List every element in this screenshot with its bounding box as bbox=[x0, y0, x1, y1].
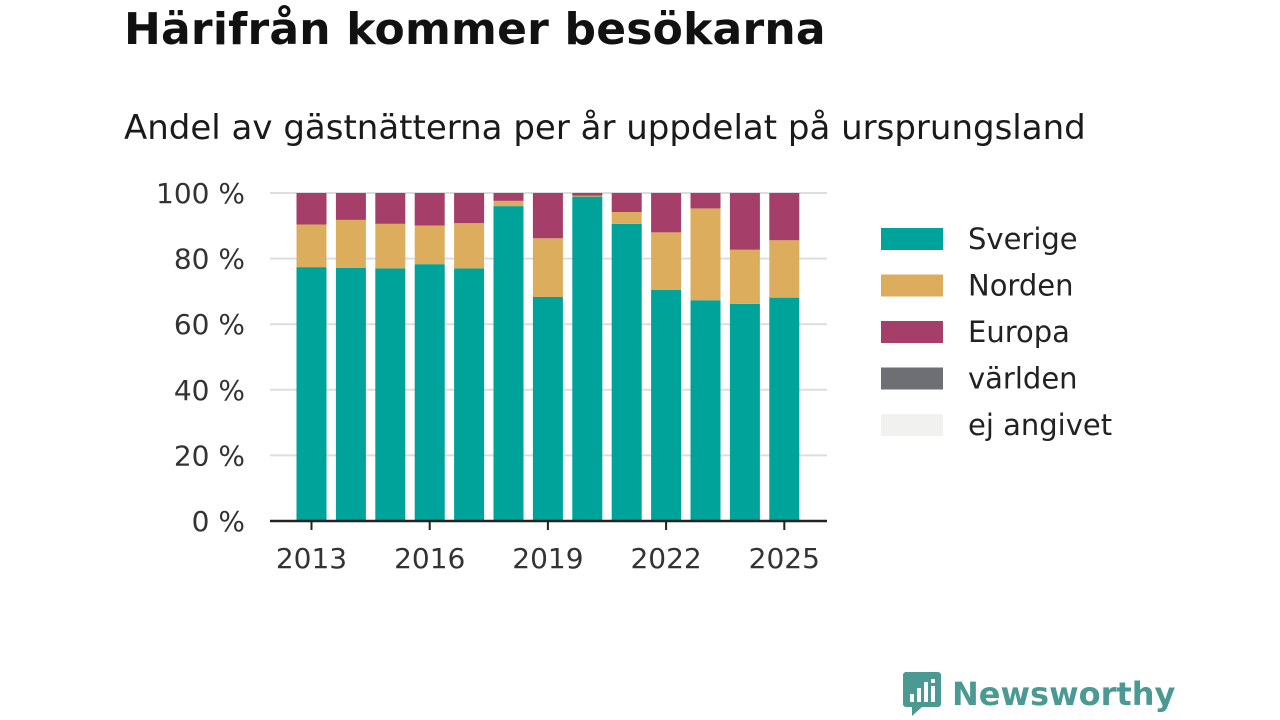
y-tick-label: 60 % bbox=[174, 308, 245, 341]
y-tick-label: 40 % bbox=[174, 374, 245, 407]
bar-segment bbox=[296, 267, 327, 521]
bar-segment bbox=[729, 249, 760, 304]
y-tick-label: 80 % bbox=[174, 243, 245, 276]
newsworthy-brand: Newsworthy bbox=[902, 670, 1175, 718]
axes: 0 % 20 % 40 % 60 % 80 % 100 % 2013 2016 2019 2022… bbox=[156, 177, 827, 575]
x-tick-label: 2013 bbox=[276, 542, 347, 575]
bar-segment bbox=[493, 193, 524, 201]
bar-segment bbox=[572, 195, 603, 197]
bar-segment bbox=[414, 225, 445, 265]
bar-segment bbox=[532, 238, 563, 297]
bar-segment bbox=[454, 193, 485, 224]
bar-segment bbox=[335, 219, 366, 268]
legend-label: Norden bbox=[968, 269, 1073, 303]
bar-segment bbox=[335, 267, 366, 521]
bars bbox=[296, 193, 800, 521]
legend-label: världen bbox=[968, 362, 1078, 396]
bar-segment bbox=[572, 196, 603, 521]
chart-subtitle: Andel av gästnätterna per år uppdelat på… bbox=[124, 108, 1086, 148]
legend-label: Sverige bbox=[968, 222, 1078, 256]
bar-segment bbox=[296, 224, 327, 268]
bar-segment bbox=[454, 223, 485, 269]
legend: Sverige Norden Europa världen ej angivet bbox=[881, 222, 1112, 442]
legend-swatch bbox=[881, 367, 943, 390]
brand-name: Newsworthy bbox=[952, 675, 1176, 713]
x-tick-label: 2016 bbox=[394, 542, 465, 575]
legend-label: ej angivet bbox=[968, 408, 1112, 442]
bar-segment bbox=[651, 193, 682, 233]
bar-segment bbox=[729, 193, 760, 250]
bar-segment bbox=[414, 193, 445, 226]
legend-label: Europa bbox=[968, 315, 1070, 349]
x-tick-label: 2025 bbox=[749, 542, 820, 575]
bar-segment bbox=[454, 268, 485, 521]
bar-segment bbox=[651, 232, 682, 290]
bar-segment bbox=[572, 193, 603, 196]
bar-segment bbox=[532, 193, 563, 239]
x-tick-label: 2019 bbox=[512, 542, 583, 575]
y-tick-label: 0 % bbox=[192, 505, 245, 538]
bar-segment bbox=[375, 223, 406, 269]
bar-segment bbox=[375, 268, 406, 521]
bar-segment bbox=[414, 264, 445, 521]
bar-segment bbox=[690, 300, 721, 521]
bar-segment bbox=[690, 193, 721, 209]
x-tick-label: 2022 bbox=[630, 542, 701, 575]
bar-segment bbox=[335, 193, 366, 220]
bar-chart-speech-bubble-icon bbox=[903, 672, 941, 716]
bar-segment bbox=[690, 208, 721, 301]
bar-segment bbox=[493, 200, 524, 207]
chart-title: Härifrån kommer besökarna bbox=[124, 4, 826, 55]
y-tick-label: 20 % bbox=[174, 439, 245, 472]
bar-segment bbox=[375, 193, 406, 224]
bar-segment bbox=[769, 297, 800, 521]
legend-swatch bbox=[881, 274, 943, 297]
bar-segment bbox=[769, 240, 800, 298]
legend-swatch bbox=[881, 321, 943, 343]
legend-swatch bbox=[881, 414, 943, 436]
bar-segment bbox=[532, 296, 563, 521]
legend-swatch bbox=[881, 228, 943, 250]
bar-segment bbox=[769, 193, 800, 241]
bar-segment bbox=[729, 303, 760, 521]
y-tick-label: 100 % bbox=[156, 177, 245, 210]
bar-segment bbox=[611, 212, 642, 224]
bar-segment bbox=[611, 193, 642, 213]
bar-segment bbox=[493, 206, 524, 521]
bar-segment bbox=[296, 193, 327, 225]
bar-segment bbox=[611, 223, 642, 521]
bar-segment bbox=[651, 289, 682, 521]
